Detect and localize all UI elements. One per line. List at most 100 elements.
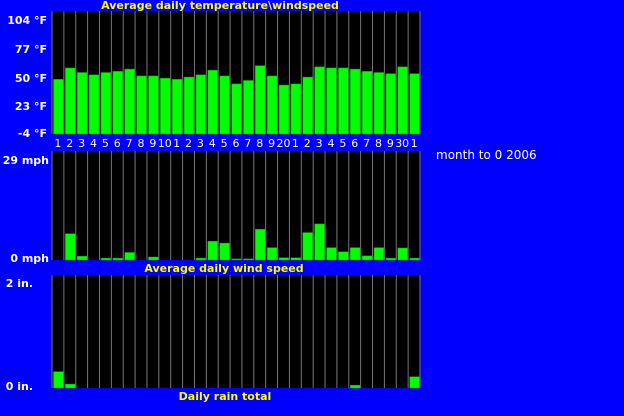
wind-bar [397, 247, 408, 261]
temperature-y-tick-label: 50 °F [15, 72, 47, 85]
x-tick-label: 9 [387, 137, 394, 150]
wind-bar [112, 257, 123, 261]
x-tick-label: 7 [244, 137, 251, 150]
wind-bar [350, 247, 361, 261]
temperature-bar [302, 76, 313, 135]
x-tick-label: 8 [256, 137, 263, 150]
temperature-bar [290, 83, 302, 135]
wind-bar [338, 251, 349, 261]
wind-chart-title: Average daily wind speed [144, 262, 303, 275]
x-tick-label: 6 [233, 137, 240, 150]
wind-bar [124, 252, 135, 261]
temperature-bar [183, 76, 195, 135]
temperature-bar [171, 79, 183, 135]
temperature-bar [100, 72, 112, 135]
x-tick-label: 3 [197, 137, 204, 150]
temperature-bar [326, 67, 337, 135]
temperature-bar [361, 71, 373, 135]
x-tick-label: 7 [126, 137, 133, 150]
temperature-bar [112, 71, 123, 135]
wind-bar [326, 247, 337, 261]
x-tick-label: 9 [149, 137, 156, 150]
temperature-bar [148, 75, 159, 135]
x-tick-label: 2 [66, 137, 73, 150]
temperature-bar [373, 72, 385, 135]
wind-plot-area [52, 151, 420, 260]
x-tick-label: 20 [276, 137, 290, 150]
x-tick-label: 5 [221, 137, 228, 150]
temperature-bar [76, 72, 88, 135]
temperature-bar [65, 67, 76, 135]
temperature-bar [385, 73, 397, 135]
wind-bar [65, 233, 76, 261]
rain-chart-title: Daily rain total [179, 390, 272, 403]
x-tick-label: 10 [158, 137, 172, 150]
x-tick-label: 30 [395, 137, 409, 150]
wind-bar [207, 240, 218, 261]
temperature-y-tick-label: -4 °F [18, 127, 47, 140]
x-tick-label: 9 [268, 137, 275, 150]
x-tick-label: 1 [173, 137, 180, 150]
rain-y-tick-label: 2 in. [6, 277, 33, 290]
wind-bar [266, 247, 278, 261]
wind-bar [290, 257, 302, 261]
rain-bar [350, 384, 361, 389]
wind-bar [195, 257, 207, 261]
wind-bar [76, 255, 88, 261]
wind-bar [302, 232, 313, 261]
wind-bar [243, 258, 254, 261]
temperature-bar [266, 75, 278, 135]
x-tick-label: 3 [78, 137, 85, 150]
temperature-y-tick-label: 104 °F [7, 14, 47, 27]
rain-bar [409, 376, 420, 389]
temperature-bar [397, 66, 408, 135]
x-tick-label: 4 [327, 137, 334, 150]
temperature-bar [124, 68, 135, 135]
x-tick-label: 7 [363, 137, 370, 150]
x-tick-label: 6 [114, 137, 121, 150]
temperature-bar [195, 74, 207, 135]
x-tick-label: 1 [54, 137, 61, 150]
wind-bar [314, 223, 325, 261]
rain-bar [65, 383, 76, 389]
wind-bar [385, 257, 397, 261]
wind-bar [278, 257, 290, 261]
x-tick-label: 2 [304, 137, 311, 150]
temperature-bar [255, 65, 266, 135]
temperature-bar [53, 79, 64, 135]
rain-plot-area [52, 275, 420, 388]
temperature-bar [338, 67, 349, 135]
temperature-y-tick-label: 77 °F [15, 43, 47, 56]
x-tick-label: 4 [90, 137, 97, 150]
x-tick-label: 4 [209, 137, 216, 150]
x-tick-label: 5 [102, 137, 109, 150]
rain-bar [53, 371, 64, 389]
x-tick-label: 2 [185, 137, 192, 150]
temperature-bar [243, 80, 254, 135]
temperature-bar [88, 74, 100, 135]
wind-bar [255, 228, 266, 261]
wind-bar [409, 257, 420, 261]
temperature-bar [136, 75, 147, 135]
temperature-y-tick-label: 23 °F [15, 100, 47, 113]
wind-bar [219, 242, 230, 261]
temperature-bar [160, 77, 171, 135]
temperature-bar [207, 69, 218, 135]
wind-bar [100, 257, 112, 261]
x-tick-label: 3 [316, 137, 323, 150]
rain-y-tick-label: 0 in. [6, 380, 33, 393]
temperature-chart-title: Average daily temperature\windspeed [101, 0, 339, 12]
wind-bar [361, 255, 373, 261]
x-tick-label: 8 [375, 137, 382, 150]
x-tick-label: 8 [138, 137, 145, 150]
temperature-bar [409, 73, 420, 135]
x-tick-label: 5 [339, 137, 346, 150]
wind-bar [373, 247, 385, 261]
temperature-bar [231, 83, 242, 135]
x-tick-label: 6 [351, 137, 358, 150]
temperature-bar [350, 68, 361, 135]
temperature-bar [314, 66, 325, 135]
wind-y-tick-label: 29 mph [3, 154, 49, 167]
temperature-bar [219, 75, 230, 135]
